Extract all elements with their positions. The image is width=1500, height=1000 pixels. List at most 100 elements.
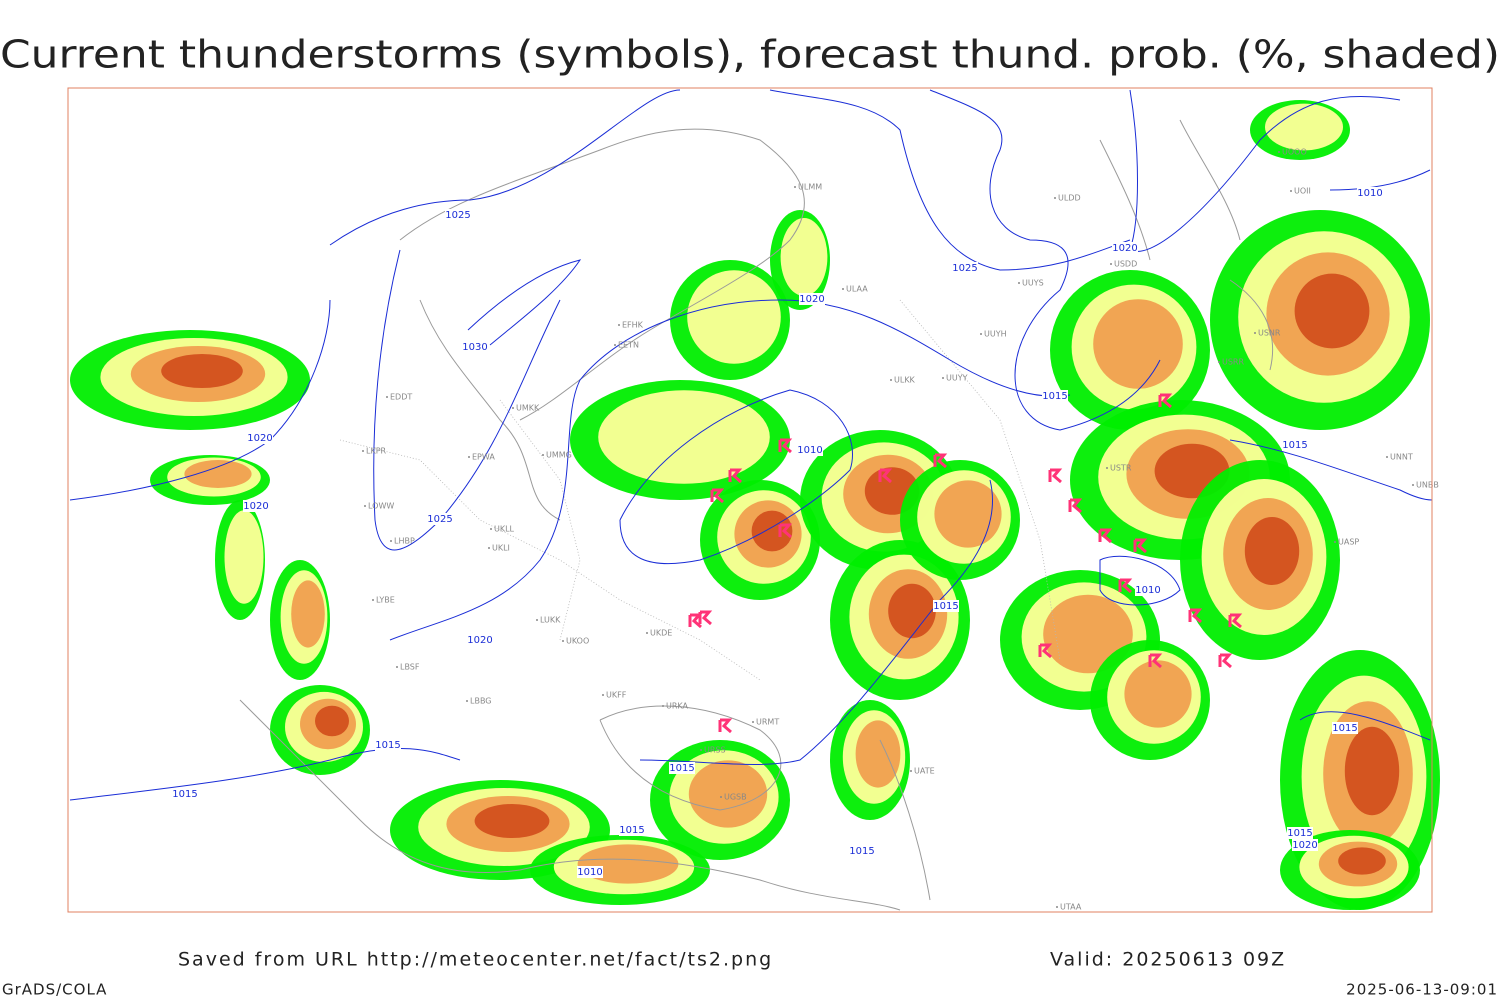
station-code: EDDT [390, 393, 412, 402]
probability-area [1043, 594, 1133, 674]
isobar-label-box [1135, 584, 1161, 596]
probability-area [688, 760, 768, 828]
isobar [1299, 711, 1431, 741]
station-code: ULMM [798, 183, 822, 192]
storm-symbol [698, 610, 713, 626]
probability-area [291, 580, 325, 648]
station-dot [1386, 456, 1388, 458]
isobar-label-box [1287, 827, 1313, 839]
probability-shading [70, 100, 1440, 910]
station-code: UUYH [984, 330, 1007, 339]
isobar-label-box [1042, 390, 1068, 402]
probability-area [224, 510, 264, 604]
isobar-label: 1020 [243, 501, 268, 512]
station-code: UATE [914, 767, 935, 776]
storm-symbol [1158, 393, 1173, 409]
station-dot [466, 700, 468, 702]
station-code: LKPR [366, 447, 387, 456]
station-dot [1218, 361, 1220, 363]
station-dot [602, 694, 604, 696]
station-code: LBSF [400, 663, 420, 672]
software-credit: GrADS/COLA [2, 981, 107, 999]
station-dot [752, 721, 754, 723]
isobar-label: 1015 [1287, 828, 1312, 839]
station-dot [842, 288, 844, 290]
storm-symbol [1048, 468, 1063, 484]
coastline [239, 699, 901, 911]
station-dot [1056, 906, 1058, 908]
isobar [619, 389, 853, 565]
map-frame [67, 87, 1433, 913]
station-code: URSS [704, 746, 726, 755]
isobar-label: 1020 [467, 635, 492, 646]
probability-area [1265, 103, 1343, 151]
station-code: UTAA [1060, 903, 1082, 912]
coastline [879, 739, 931, 901]
isobar-label-box [467, 634, 493, 646]
probability-area [315, 705, 349, 737]
isobar-label: 1020 [799, 294, 824, 305]
station-dot [720, 796, 722, 798]
isobar [1129, 89, 1401, 252]
storm-symbol [688, 613, 703, 629]
station-dot [646, 632, 648, 634]
isobar [639, 479, 994, 765]
isobar-label: 1015 [849, 846, 874, 857]
isobar-label-box [427, 513, 453, 525]
isobar [69, 747, 461, 801]
isobar [389, 299, 1071, 641]
station-code: UKLI [492, 544, 510, 553]
station-dot [512, 407, 514, 409]
station-code: UMKK [516, 404, 540, 413]
station-code: ULKK [894, 376, 916, 385]
thunderstorm-symbols [688, 393, 1243, 734]
storm-symbol [710, 488, 725, 504]
isobar-label-box [243, 500, 269, 512]
valid-time: Valid: 20250613 09Z [1050, 949, 1286, 971]
station-code: UKFF [606, 691, 627, 700]
probability-area [184, 460, 252, 488]
station-code: USNR [1258, 329, 1281, 338]
isobar-label: 1020 [1292, 840, 1317, 851]
station-dot [488, 547, 490, 549]
probability-area [598, 390, 770, 484]
station-dot [1290, 190, 1292, 192]
station-dot [1054, 197, 1056, 199]
station-code: UGSB [724, 793, 747, 802]
isobar-label: 1015 [375, 740, 400, 751]
map-title: Current thunderstorms (symbols), forecas… [0, 33, 1500, 77]
isobar-label: 1015 [172, 789, 197, 800]
storm-symbol [1148, 653, 1163, 669]
station-dot [396, 666, 398, 668]
station-dot [1334, 541, 1336, 543]
isobar-label-box [445, 209, 471, 221]
station-code: URKA [666, 702, 689, 711]
isobar [1329, 169, 1431, 191]
station-code: UUYY [946, 374, 968, 383]
isobar [467, 259, 582, 346]
isobar [929, 89, 1161, 431]
isobar-label-box [849, 845, 875, 857]
isobar-label-box [172, 788, 198, 800]
probability-area [780, 218, 828, 296]
isobar-label: 1025 [952, 263, 977, 274]
probability-area [161, 354, 243, 388]
station-code: EPWA [472, 453, 495, 462]
station-dot [942, 377, 944, 379]
storm-symbol [1228, 613, 1243, 629]
storm-symbol [778, 523, 793, 539]
station-code: EETN [618, 341, 639, 350]
station-dot [618, 324, 620, 326]
isobars [69, 89, 1433, 801]
station-dot [372, 599, 374, 601]
isobar-label-box [462, 341, 488, 353]
storm-symbol [778, 438, 793, 454]
isobar-label-box [247, 432, 273, 444]
station-dot [542, 454, 544, 456]
probability-area [1124, 660, 1192, 728]
station-code: UOII [1294, 187, 1311, 196]
isobar-label: 1015 [669, 763, 694, 774]
storm-symbol [718, 718, 733, 734]
isobar-label: 1015 [1282, 440, 1307, 451]
